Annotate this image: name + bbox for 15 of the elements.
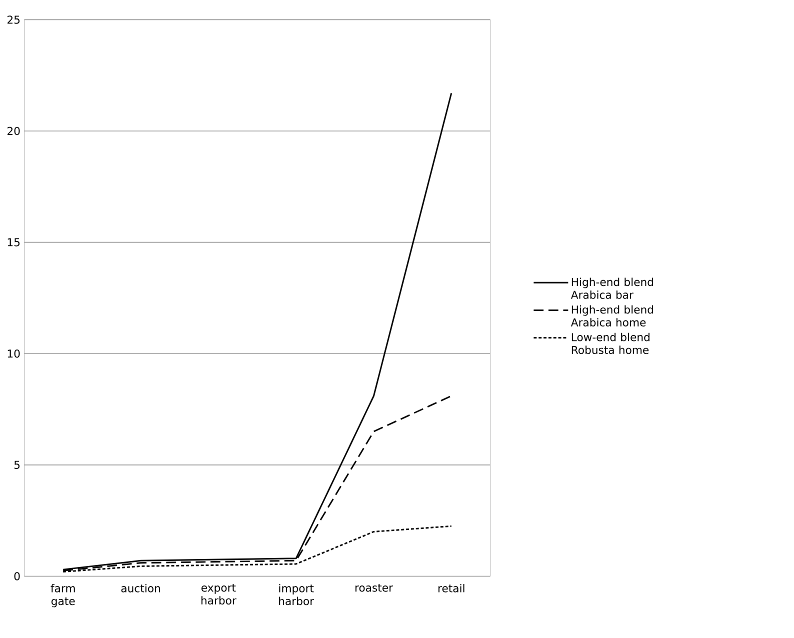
legend-label: Low-end blend Robusta home	[572, 332, 650, 354]
x-tick-label: farm gate	[50, 584, 75, 608]
x-tick-label: roaster	[355, 584, 393, 592]
y-tick-label: 5	[14, 460, 20, 469]
x-tick-label: retail	[438, 584, 464, 592]
x-tick-label: export harbor	[201, 584, 236, 604]
y-tick-label: 20	[8, 126, 20, 135]
y-tick-label: 25	[8, 15, 20, 24]
y-tick-label: 0	[14, 572, 20, 580]
y-tick-label: 10	[8, 349, 20, 358]
legend-label: High-end blend Arabica bar	[570, 278, 654, 299]
x-tick-label: import harbor	[279, 584, 314, 606]
x-tick-label: auction	[121, 584, 160, 592]
y-tick-label: 15	[8, 238, 20, 246]
legend-label: High-end blend Arabica home	[570, 305, 654, 326]
